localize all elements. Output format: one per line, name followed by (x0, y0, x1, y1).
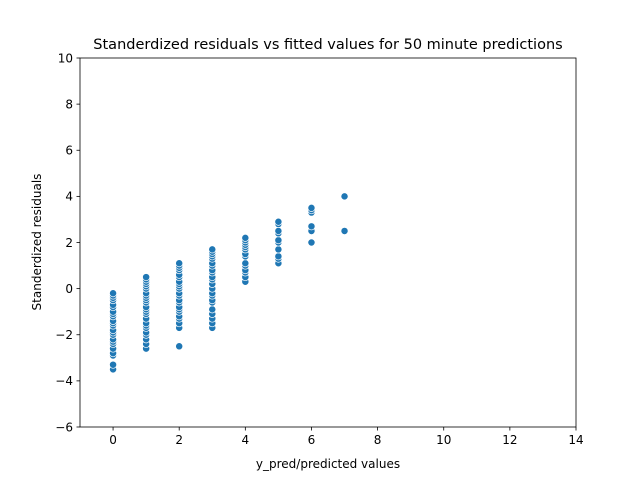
data-point (274, 236, 283, 245)
y-tick-label: 8 (65, 97, 73, 111)
y-tick-label: 4 (65, 190, 73, 204)
data-point (274, 227, 283, 235)
x-axis-label: y_pred/predicted values (256, 457, 400, 471)
data-point (307, 203, 316, 212)
y-axis-label: Standerdized residuals (30, 174, 44, 311)
data-point (208, 305, 217, 314)
data-points (109, 192, 349, 374)
data-point (340, 192, 349, 201)
y-tick-label: −6 (55, 420, 73, 434)
chart-title: Standerdized residuals vs fitted values … (93, 37, 562, 53)
data-point (175, 342, 184, 351)
x-axis: 0 2 4 6 8 10 12 14 (109, 427, 584, 447)
y-axis: −6 −4 −2 0 2 4 6 8 10 (55, 51, 80, 434)
data-point (274, 217, 283, 226)
y-tick-label: −4 (55, 374, 73, 388)
data-point (307, 222, 316, 231)
y-tick-label: 6 (65, 144, 73, 158)
x-tick-label: 12 (502, 433, 517, 447)
data-point (109, 289, 118, 298)
y-tick-label: 2 (65, 236, 73, 250)
x-tick-label: 0 (109, 433, 117, 447)
x-tick-label: 2 (175, 433, 183, 447)
y-tick-label: 0 (65, 282, 73, 296)
data-point (274, 252, 283, 261)
data-point (109, 360, 118, 369)
x-tick-label: 8 (374, 433, 382, 447)
data-point (274, 245, 283, 254)
data-point (241, 233, 250, 242)
data-point (208, 245, 217, 254)
x-tick-label: 14 (568, 433, 583, 447)
x-tick-label: 6 (308, 433, 316, 447)
y-tick-label: 10 (58, 51, 73, 65)
data-point (340, 227, 349, 235)
x-tick-label: 10 (436, 433, 451, 447)
data-point (142, 273, 151, 282)
data-point (307, 238, 316, 247)
data-point (241, 259, 250, 268)
data-point (175, 259, 184, 268)
y-tick-label: −2 (55, 328, 73, 342)
x-tick-label: 4 (242, 433, 250, 447)
